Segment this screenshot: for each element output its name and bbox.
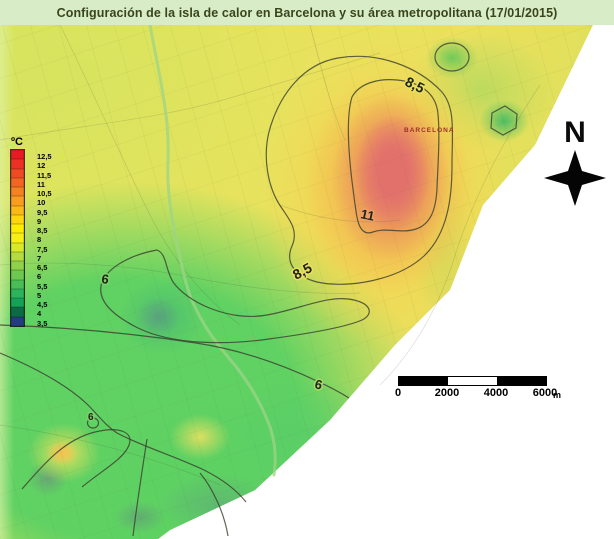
- legend-label: 10: [37, 198, 46, 208]
- compass-star-icon: [544, 150, 606, 206]
- legend-label: 9: [37, 216, 42, 226]
- contour-label: 6: [101, 271, 110, 287]
- river-path: [148, 25, 277, 477]
- legend-label: 7: [37, 253, 42, 263]
- legend-label: 8: [37, 235, 42, 245]
- page-title: Configuración de la isla de calor en Bar…: [56, 5, 558, 20]
- contour-label: 6: [313, 376, 324, 392]
- contour-green-blob: [434, 42, 470, 72]
- legend-swatch: [11, 279, 24, 289]
- legend-swatch: [11, 196, 24, 206]
- legend-swatch: [11, 150, 24, 160]
- contour-blob-loop: [21, 429, 131, 490]
- contour-6-hook: [0, 352, 247, 503]
- legend-label: 4: [37, 309, 42, 319]
- legend-swatch: [11, 270, 24, 280]
- legend-label: 8,5: [37, 226, 48, 235]
- contour-lines: [0, 42, 518, 537]
- legend-swatch: [11, 288, 24, 298]
- legend-swatch: [11, 224, 24, 234]
- legend-swatch: [11, 307, 24, 317]
- contour-label: 11: [359, 206, 376, 224]
- scale-segment-white: [448, 377, 497, 385]
- contour-label: 6: [88, 412, 94, 423]
- north-label: N: [564, 116, 586, 149]
- legend-label: 11: [37, 179, 45, 189]
- scale-segment-black: [399, 377, 448, 385]
- legend-label: 11,5: [37, 170, 52, 180]
- contour-hexagon: [490, 105, 518, 136]
- legend-label: 5: [37, 290, 42, 300]
- scale-bar: m 0 2000 4000 6000: [394, 376, 563, 402]
- city-labels: BARCELONA: [404, 127, 455, 134]
- legend-swatch: [11, 177, 24, 187]
- legend-swatch: [11, 261, 24, 271]
- scale-tick: 4000: [483, 387, 509, 399]
- city-label: BARCELONA: [404, 127, 455, 134]
- map-overlay: 8,5 11 8,5 6 6 6 BARCELONA: [0, 25, 541, 537]
- scale-segment-black: [497, 377, 546, 385]
- contour-6-blob: [100, 249, 370, 344]
- contour-8-5-outer: [265, 55, 454, 285]
- scale-bar-segments: [398, 376, 547, 386]
- contour-11-inner: [347, 79, 440, 234]
- title-bar: Configuración de la isla de calor en Bar…: [0, 0, 614, 25]
- legend-color-ramp: [10, 149, 25, 327]
- contour-bottom-right-2: [132, 438, 148, 537]
- scale-tick: 0: [394, 387, 402, 399]
- legend-swatch: [11, 233, 24, 243]
- road-lines: [0, 25, 541, 486]
- temperature-legend: ºC 12,5 12 11,5 11 10,5 10 9,5 9 8,5 8 7,5 7 6,5 6 5,5…: [10, 136, 52, 328]
- contour-bottom-right-1: [199, 472, 229, 537]
- legend-label: 7,5: [37, 244, 48, 254]
- legend-label: 3,5: [37, 318, 48, 328]
- legend-swatch: [11, 159, 24, 169]
- legend-label: 9,5: [37, 207, 48, 217]
- legend-label: 12: [37, 161, 46, 171]
- legend-title: ºC: [11, 136, 23, 148]
- legend-swatch: [11, 168, 24, 178]
- scale-unit: m: [553, 390, 562, 400]
- scale-ticks: m 0 2000 4000 6000: [394, 387, 563, 402]
- contour-6-small-circle: [86, 417, 100, 429]
- legend-label: 6,5: [37, 263, 48, 272]
- legend-swatch: [11, 205, 24, 215]
- legend-swatch: [11, 251, 24, 261]
- legend-swatch: [11, 187, 24, 197]
- contour-label: 8,5: [290, 259, 315, 282]
- legend-labels: 12,5 12 11,5 11 10,5 10 9,5 9 8,5 8 7,5 7 6,5 6 5,5 5 4,…: [37, 152, 52, 328]
- legend-label: 5,5: [37, 281, 48, 291]
- legend-label: 12,5: [37, 152, 52, 161]
- north-arrow: N: [543, 118, 607, 213]
- legend-label: 6: [37, 272, 42, 282]
- legend-swatch: [11, 316, 24, 326]
- legend-swatch: [11, 242, 24, 252]
- legend-swatch: [11, 214, 24, 224]
- legend-swatch: [11, 298, 24, 308]
- legend-label: 10,5: [37, 189, 52, 198]
- scale-tick: 6000: [532, 387, 558, 399]
- contour-6-coastline: [0, 324, 350, 399]
- legend-label: 4,5: [37, 300, 48, 309]
- scale-tick: 2000: [434, 387, 460, 399]
